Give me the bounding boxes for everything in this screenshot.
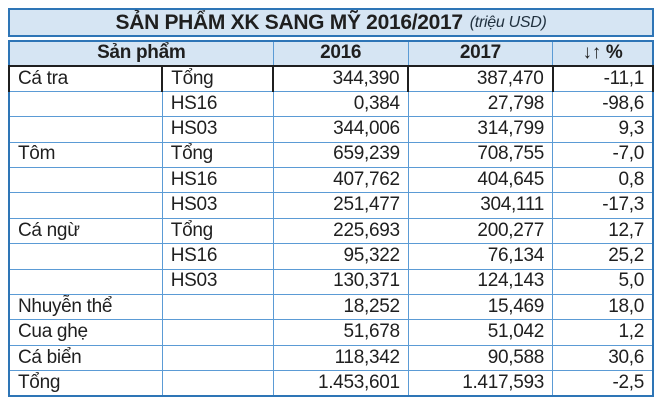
subcategory-cell bbox=[161, 319, 274, 346]
table-row: HS03 344,006 314,799 9,3 bbox=[8, 116, 654, 143]
percent-cell: -98,6 bbox=[552, 90, 654, 118]
table-row: HS16 95,322 76,134 25,2 bbox=[8, 243, 654, 270]
percent-cell: -11,1 bbox=[551, 64, 655, 92]
value-2017-cell: 708,755 bbox=[407, 141, 554, 169]
value-2016-cell: 51,678 bbox=[272, 319, 409, 346]
table-row: Tổng 1.453,601 1.417,593 -2,5 bbox=[8, 370, 654, 397]
column-header-product: Sản phẩm bbox=[8, 40, 274, 67]
product-cell bbox=[8, 116, 163, 143]
table-row: Tôm Tổng 659,239 708,755 -7,0 bbox=[8, 141, 654, 169]
percent-cell: -7,0 bbox=[552, 141, 654, 169]
value-2017-cell: 1.417,593 bbox=[407, 370, 554, 397]
product-cell bbox=[8, 167, 163, 194]
product-cell: Tổng bbox=[8, 370, 163, 397]
value-2017-cell: 51,042 bbox=[407, 319, 554, 346]
value-2017-cell: 76,134 bbox=[407, 243, 554, 270]
table-row: HS03 130,371 124,143 5,0 bbox=[8, 268, 654, 296]
product-cell: Nhuyễn thể bbox=[8, 294, 163, 321]
value-2017-cell: 124,143 bbox=[407, 268, 554, 296]
subcategory-cell bbox=[161, 344, 274, 372]
percent-cell: 5,0 bbox=[552, 268, 654, 296]
value-2017-cell: 90,588 bbox=[407, 344, 554, 372]
value-2017-cell: 15,469 bbox=[407, 294, 554, 321]
table-row: HS16 0,384 27,798 -98,6 bbox=[8, 90, 654, 118]
export-table: Sản phẩm 2016 2017 ↓↑ % Cá tra Tổng 344,… bbox=[7, 40, 655, 398]
table-row: HS16 407,762 404,645 0,8 bbox=[8, 167, 654, 194]
value-2016-cell: 225,693 bbox=[272, 217, 409, 245]
product-cell: Cá ngừ bbox=[8, 217, 163, 245]
subcategory-cell: HS16 bbox=[161, 243, 274, 270]
column-header-2016: 2016 bbox=[272, 40, 409, 67]
percent-cell: 0,8 bbox=[552, 167, 654, 194]
percent-cell: -2,5 bbox=[552, 370, 654, 397]
value-2016-cell: 1.453,601 bbox=[272, 370, 409, 397]
header-row: Sản phẩm 2016 2017 ↓↑ % bbox=[8, 40, 654, 67]
percent-cell: 9,3 bbox=[552, 116, 654, 143]
subcategory-cell: HS16 bbox=[161, 167, 274, 194]
product-cell: Cá biển bbox=[8, 344, 163, 372]
table-title: SẢN PHẨM XK SANG MỸ 2016/2017 (triệu USD… bbox=[8, 8, 654, 37]
column-header-2017: 2017 bbox=[407, 40, 554, 67]
value-2016-cell: 118,342 bbox=[272, 344, 409, 372]
subcategory-cell: HS03 bbox=[161, 192, 274, 219]
product-cell: Cá tra bbox=[7, 64, 164, 92]
table-row: Cá ngừ Tổng 225,693 200,277 12,7 bbox=[8, 217, 654, 245]
table-row: Nhuyễn thể 18,252 15,469 18,0 bbox=[8, 294, 654, 321]
product-cell bbox=[8, 192, 163, 219]
percent-cell: 30,6 bbox=[552, 344, 654, 372]
product-cell bbox=[8, 90, 163, 118]
percent-cell: 18,0 bbox=[552, 294, 654, 321]
value-2016-cell: 0,384 bbox=[272, 90, 409, 118]
table-row: HS03 251,477 304,111 -17,3 bbox=[8, 192, 654, 219]
subcategory-cell: Tổng bbox=[161, 64, 275, 92]
subcategory-cell bbox=[161, 294, 274, 321]
title-unit-note: (triệu USD) bbox=[469, 13, 547, 31]
product-cell: Cua ghẹ bbox=[8, 319, 163, 346]
title-text: SẢN PHẨM XK SANG MỸ 2016/2017 bbox=[115, 10, 464, 34]
subcategory-cell: HS03 bbox=[161, 116, 274, 143]
value-2016-cell: 95,322 bbox=[272, 243, 409, 270]
subcategory-cell: Tổng bbox=[161, 141, 274, 169]
value-2017-cell: 404,645 bbox=[407, 167, 554, 194]
value-2017-cell: 304,111 bbox=[407, 192, 554, 219]
subcategory-cell: HS16 bbox=[161, 90, 274, 118]
column-header-percent-change: ↓↑ % bbox=[552, 40, 654, 67]
value-2016-cell: 407,762 bbox=[272, 167, 409, 194]
table-row: Cá tra Tổng 344,390 387,470 -11,1 bbox=[7, 64, 655, 92]
value-2017-cell: 200,277 bbox=[407, 217, 554, 245]
percent-cell: 1,2 bbox=[552, 319, 654, 346]
value-2017-cell: 27,798 bbox=[407, 90, 554, 118]
value-2016-cell: 130,371 bbox=[272, 268, 409, 296]
percent-cell: 12,7 bbox=[552, 217, 654, 245]
value-2016-cell: 344,006 bbox=[272, 116, 409, 143]
value-2017-cell: 387,470 bbox=[407, 64, 554, 92]
value-2017-cell: 314,799 bbox=[407, 116, 554, 143]
value-2016-cell: 18,252 bbox=[272, 294, 409, 321]
product-cell bbox=[8, 243, 163, 270]
product-cell bbox=[8, 268, 163, 296]
value-2016-cell: 659,239 bbox=[272, 141, 409, 169]
product-cell: Tôm bbox=[8, 141, 163, 169]
value-2016-cell: 251,477 bbox=[272, 192, 409, 219]
percent-cell: 25,2 bbox=[552, 243, 654, 270]
table-row: Cá biển 118,342 90,588 30,6 bbox=[8, 344, 654, 372]
subcategory-cell: HS03 bbox=[161, 268, 274, 296]
table-row: Cua ghẹ 51,678 51,042 1,2 bbox=[8, 319, 654, 346]
value-2016-cell: 344,390 bbox=[272, 64, 410, 92]
subcategory-cell: Tổng bbox=[161, 217, 274, 245]
percent-cell: -17,3 bbox=[552, 192, 654, 219]
subcategory-cell bbox=[161, 370, 274, 397]
